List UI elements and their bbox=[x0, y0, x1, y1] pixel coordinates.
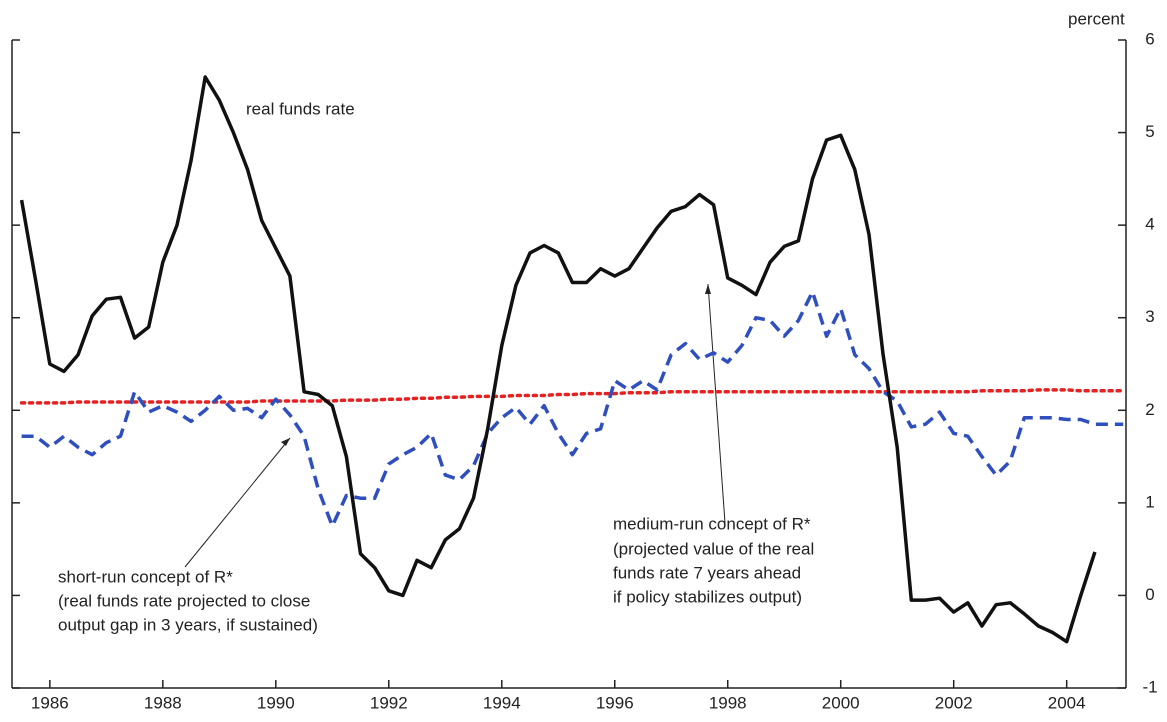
arrow-head bbox=[705, 284, 711, 294]
y-tick-label: 3 bbox=[1145, 307, 1154, 326]
x-tick-label: 1998 bbox=[709, 693, 747, 712]
series-line bbox=[19, 388, 1125, 405]
y-tick-label: 2 bbox=[1145, 400, 1154, 419]
series-line bbox=[21, 290, 1124, 528]
annotation: (projected value of the real bbox=[613, 539, 814, 558]
x-tick-label: 1996 bbox=[596, 693, 634, 712]
series-line bbox=[19, 75, 1097, 644]
x-tick-label: 2002 bbox=[935, 693, 973, 712]
x-tick-label: 1990 bbox=[257, 693, 295, 712]
y-unit-label: percent bbox=[1068, 9, 1125, 28]
x-tick-label: 1988 bbox=[144, 693, 182, 712]
x-tick-label: 2004 bbox=[1048, 693, 1086, 712]
x-tick-label: 1994 bbox=[483, 693, 521, 712]
y-tick-label: 1 bbox=[1145, 492, 1154, 511]
y-tick-label: -1 bbox=[1142, 677, 1157, 696]
annotation: output gap in 3 years, if sustained) bbox=[58, 615, 318, 634]
annotation: if policy stabilizes output) bbox=[613, 587, 802, 606]
x-tick-label: 1992 bbox=[370, 693, 408, 712]
x-tick-label: 1986 bbox=[31, 693, 69, 712]
y-tick-label: 5 bbox=[1145, 122, 1154, 141]
x-tick-label: 2000 bbox=[822, 693, 860, 712]
annotation: medium-run concept of R* bbox=[613, 514, 811, 533]
y-tick-label: 6 bbox=[1145, 29, 1154, 48]
arrow bbox=[707, 283, 726, 524]
arrow bbox=[184, 437, 291, 568]
annotation: (real funds rate projected to close bbox=[58, 591, 310, 610]
annotation: short-run concept of R* bbox=[58, 567, 233, 586]
y-tick-label: 0 bbox=[1145, 585, 1154, 604]
series-label: real funds rate bbox=[246, 99, 355, 118]
arrow-head bbox=[281, 438, 290, 446]
annotation: funds rate 7 years ahead bbox=[613, 563, 801, 582]
y-tick-label: 4 bbox=[1145, 215, 1154, 234]
